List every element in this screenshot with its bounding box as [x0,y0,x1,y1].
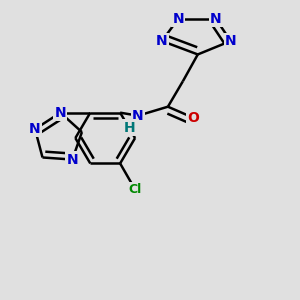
Text: Cl: Cl [128,183,142,196]
Text: N: N [55,106,66,120]
Text: N: N [156,34,168,48]
Text: H: H [123,121,135,135]
Text: N: N [210,12,221,26]
Text: N: N [29,122,41,136]
Text: N: N [67,153,78,166]
Text: N: N [172,12,184,26]
Text: N: N [132,109,144,123]
Text: N: N [225,34,236,48]
Text: O: O [188,111,199,125]
